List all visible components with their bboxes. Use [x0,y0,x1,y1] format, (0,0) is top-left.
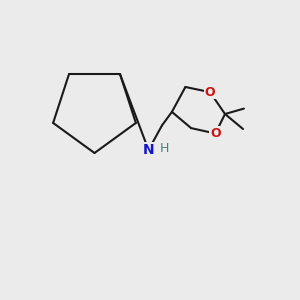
Text: O: O [210,127,221,140]
Text: H: H [159,142,169,155]
Text: N: N [143,143,154,157]
Text: O: O [205,85,215,99]
